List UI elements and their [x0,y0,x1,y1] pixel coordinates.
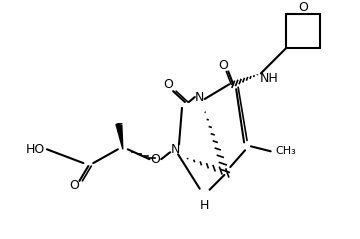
Text: O: O [150,153,160,166]
Text: CH₃: CH₃ [276,146,296,156]
Text: O: O [69,179,80,192]
Text: N: N [195,91,204,103]
Text: O: O [219,59,228,72]
Text: F: F [115,122,122,135]
Polygon shape [116,124,123,149]
Text: O: O [298,1,308,14]
Text: HO: HO [26,143,45,156]
Text: NH: NH [259,72,278,85]
Text: H: H [200,199,209,212]
Text: N: N [170,143,180,156]
Text: O: O [163,78,173,91]
